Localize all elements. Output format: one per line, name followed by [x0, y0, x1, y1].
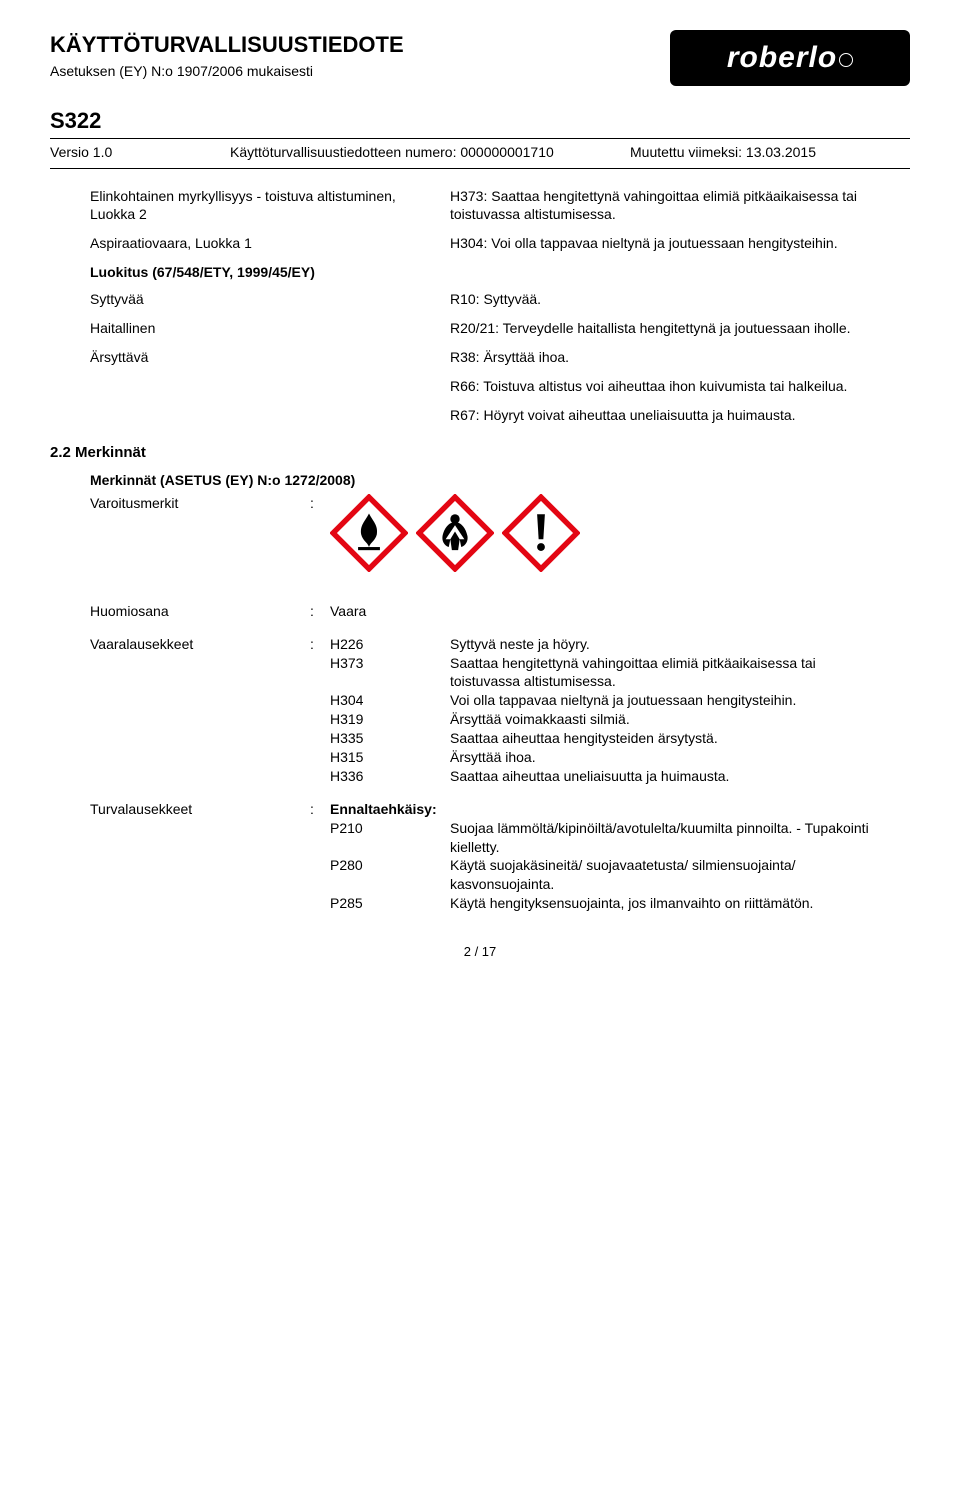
- hazard-desc: Ärsyttää voimakkaasti silmiä.: [450, 710, 910, 729]
- registered-icon: ®: [839, 53, 853, 67]
- classification-left: Elinkohtainen myrkyllisyys - toistuva al…: [90, 187, 450, 225]
- colon: :: [310, 635, 330, 654]
- turvalausekkeet-label: Turvalausekkeet: [90, 800, 310, 819]
- hazard-statements: Vaaralausekkeet : H226 Syttyvä neste ja …: [50, 635, 910, 786]
- classification-right: H304: Voi olla tappavaa nieltynä ja jout…: [450, 234, 910, 253]
- hazard-code: H226: [330, 635, 450, 654]
- ghs-health-hazard-icon: [416, 494, 494, 572]
- ennalta-label: Ennaltaehkäisy:: [330, 800, 437, 819]
- document-header: KÄYTTÖTURVALLISUUSTIEDOTE Asetuksen (EY)…: [50, 30, 910, 86]
- hazard-code: H315: [330, 748, 450, 767]
- precaution-desc: Käytä suojakäsineitä/ suojavaatetusta/ s…: [450, 856, 910, 894]
- ghs-exclamation-icon: [502, 494, 580, 572]
- header-left: KÄYTTÖTURVALLISUUSTIEDOTE Asetuksen (EY)…: [50, 30, 404, 81]
- hazard-desc: Ärsyttää ihoa.: [450, 748, 910, 767]
- hazard-row: H335 Saattaa aiheuttaa hengitysteiden är…: [90, 729, 910, 748]
- huomiosana-label: Huomiosana: [90, 602, 310, 621]
- luokitus-right: R20/21: Terveydelle haitallista hengitet…: [450, 319, 910, 338]
- classification-row: Elinkohtainen myrkyllisyys - toistuva al…: [50, 187, 910, 225]
- classification-row: Aspiraatiovaara, Luokka 1 H304: Voi olla…: [50, 234, 910, 253]
- document-title: KÄYTTÖTURVALLISUUSTIEDOTE: [50, 30, 404, 60]
- classification-left: Aspiraatiovaara, Luokka 1: [90, 234, 450, 253]
- huomiosana-value: Vaara: [330, 602, 450, 621]
- hazard-desc: Saattaa aiheuttaa uneliaisuutta ja huima…: [450, 767, 910, 786]
- precaution-code: P210: [330, 819, 450, 857]
- luokitus-row: Ärsyttävä R38: Ärsyttää ihoa.: [50, 348, 910, 367]
- precaution-row: P285 Käytä hengityksensuojainta, jos ilm…: [90, 894, 910, 913]
- version-number: Versio 1.0: [50, 143, 230, 162]
- precaution-code: P285: [330, 894, 450, 913]
- precaution-code: P280: [330, 856, 450, 894]
- vaaralausekkeet-label: Vaaralausekkeet: [90, 635, 310, 654]
- extra-r-phrase: R66: Toistuva altistus voi aiheuttaa iho…: [50, 377, 910, 396]
- hazard-code: H336: [330, 767, 450, 786]
- hazard-desc: Saattaa hengitettynä vahingoittaa elimiä…: [450, 654, 910, 692]
- precaution-header-row: Turvalausekkeet : Ennaltaehkäisy:: [90, 800, 910, 819]
- luokitus-right: R10: Syttyvää.: [450, 290, 910, 309]
- luokitus-right: R38: Ärsyttää ihoa.: [450, 348, 910, 367]
- luokitus-left: Ärsyttävä: [90, 348, 450, 367]
- colon: :: [310, 494, 330, 572]
- luokitus-row: Haitallinen R20/21: Terveydelle haitalli…: [50, 319, 910, 338]
- colon: :: [310, 800, 330, 819]
- hazard-row: H373 Saattaa hengitettynä vahingoittaa e…: [90, 654, 910, 692]
- hazard-row: Vaaralausekkeet : H226 Syttyvä neste ja …: [90, 635, 910, 654]
- extra-r-phrase: R67: Höyryt voivat aiheuttaa uneliaisuut…: [50, 406, 910, 425]
- hazard-code: H304: [330, 691, 450, 710]
- hazard-desc: Syttyvä neste ja höyry.: [450, 635, 910, 654]
- ghs-flame-icon: [330, 494, 408, 572]
- hazard-code: H335: [330, 729, 450, 748]
- precaution-desc: Käytä hengityksensuojainta, jos ilmanvai…: [450, 894, 910, 913]
- precaution-row: P210 Suojaa lämmöltä/kipinöiltä/avotulel…: [90, 819, 910, 857]
- precautionary-statements: Turvalausekkeet : Ennaltaehkäisy: P210 S…: [50, 800, 910, 913]
- merk-label: Merkinnät (ASETUS (EY) N:o 1272/2008): [90, 471, 910, 490]
- classification-right: H373: Saattaa hengitettynä vahingoittaa …: [450, 187, 910, 225]
- colon: :: [310, 602, 330, 621]
- pictograms: [330, 494, 910, 572]
- precaution-row: P280 Käytä suojakäsineitä/ suojavaatetus…: [90, 856, 910, 894]
- hazard-desc: Voi olla tappavaa nieltynä ja joutuessaa…: [450, 691, 910, 710]
- version-bar: Versio 1.0 Käyttöturvallisuustiedotteen …: [50, 138, 910, 169]
- modified-date: Muutettu viimeksi: 13.03.2015: [630, 143, 910, 162]
- page-number: 2 / 17: [50, 943, 910, 961]
- hazard-row: H315 Ärsyttää ihoa.: [90, 748, 910, 767]
- hazard-row: H319 Ärsyttää voimakkaasti silmiä.: [90, 710, 910, 729]
- pictogram-row: Varoitusmerkit :: [90, 494, 910, 572]
- huomiosana-row: Huomiosana : Vaara: [90, 602, 910, 621]
- varoitusmerkit-label: Varoitusmerkit: [90, 494, 310, 572]
- hazard-desc: Saattaa aiheuttaa hengitysteiden ärsytys…: [450, 729, 910, 748]
- precaution-desc: Suojaa lämmöltä/kipinöiltä/avotulelta/ku…: [450, 819, 910, 857]
- luokitus-heading: Luokitus (67/548/ETY, 1999/45/EY): [50, 263, 910, 282]
- product-code: S322: [50, 106, 910, 136]
- section-2-2-heading: 2.2 Merkinnät: [50, 443, 910, 463]
- hazard-row: H304 Voi olla tappavaa nieltynä ja joutu…: [90, 691, 910, 710]
- luokitus-left: Syttyvää: [90, 290, 450, 309]
- brand-logo: roberlo®: [670, 30, 910, 86]
- hazard-code: H373: [330, 654, 450, 692]
- hazard-code: H319: [330, 710, 450, 729]
- document-subtitle: Asetuksen (EY) N:o 1907/2006 mukaisesti: [50, 62, 404, 81]
- luokitus-row: Syttyvää R10: Syttyvää.: [50, 290, 910, 309]
- document-number: Käyttöturvallisuustiedotteen numero: 000…: [230, 143, 630, 162]
- luokitus-left: Haitallinen: [90, 319, 450, 338]
- hazard-row: H336 Saattaa aiheuttaa uneliaisuutta ja …: [90, 767, 910, 786]
- logo-text: roberlo: [727, 38, 837, 79]
